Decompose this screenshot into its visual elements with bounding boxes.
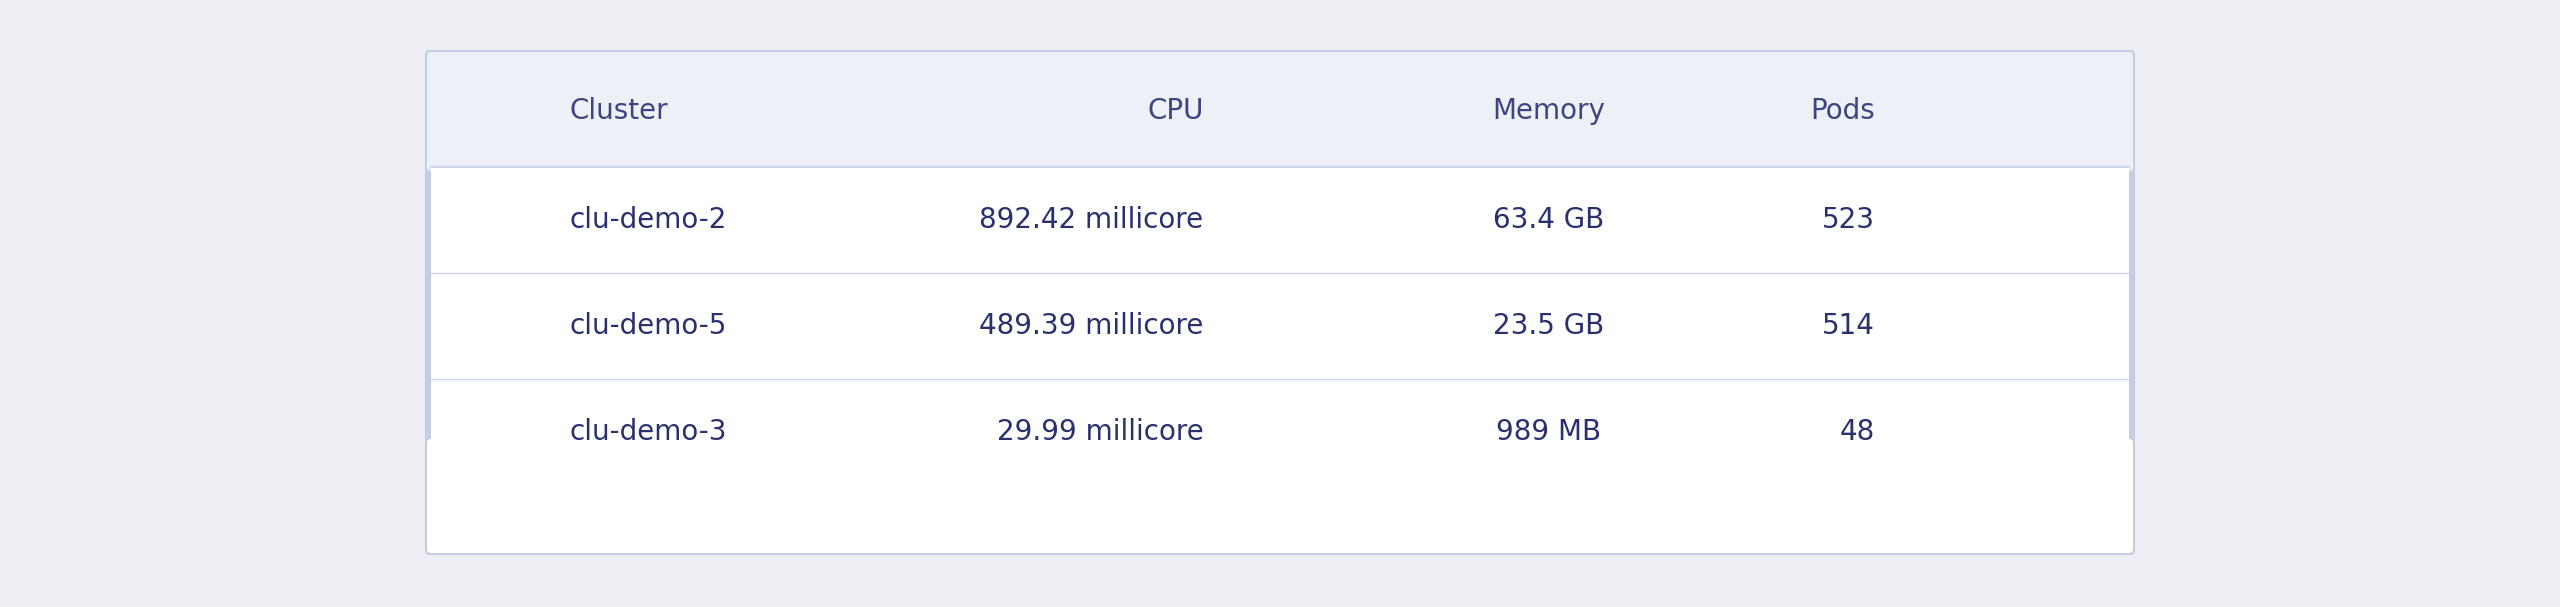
Bar bbox=[430, 379, 2130, 485]
Bar bbox=[430, 167, 2130, 273]
Text: 489.39 millicore: 489.39 millicore bbox=[978, 312, 1203, 340]
Text: clu-demo-2: clu-demo-2 bbox=[568, 206, 727, 234]
FancyBboxPatch shape bbox=[425, 51, 2135, 554]
Text: 523: 523 bbox=[1823, 206, 1874, 234]
Text: 989 MB: 989 MB bbox=[1495, 418, 1600, 446]
FancyBboxPatch shape bbox=[428, 52, 2132, 171]
Text: Memory: Memory bbox=[1492, 97, 1605, 125]
Text: 63.4 GB: 63.4 GB bbox=[1492, 206, 1605, 234]
Bar bbox=[430, 273, 2130, 379]
Bar bbox=[430, 111, 2130, 167]
Text: clu-demo-5: clu-demo-5 bbox=[568, 312, 727, 340]
FancyBboxPatch shape bbox=[428, 439, 2132, 553]
Text: 23.5 GB: 23.5 GB bbox=[1492, 312, 1605, 340]
Text: 48: 48 bbox=[1841, 418, 1874, 446]
Text: Cluster: Cluster bbox=[568, 97, 668, 125]
Text: clu-demo-3: clu-demo-3 bbox=[568, 418, 727, 446]
Text: 514: 514 bbox=[1823, 312, 1874, 340]
Text: 29.99 millicore: 29.99 millicore bbox=[996, 418, 1203, 446]
Text: CPU: CPU bbox=[1147, 97, 1203, 125]
Text: 892.42 millicore: 892.42 millicore bbox=[980, 206, 1203, 234]
Text: Pods: Pods bbox=[1810, 97, 1874, 125]
Bar bbox=[430, 442, 2130, 497]
